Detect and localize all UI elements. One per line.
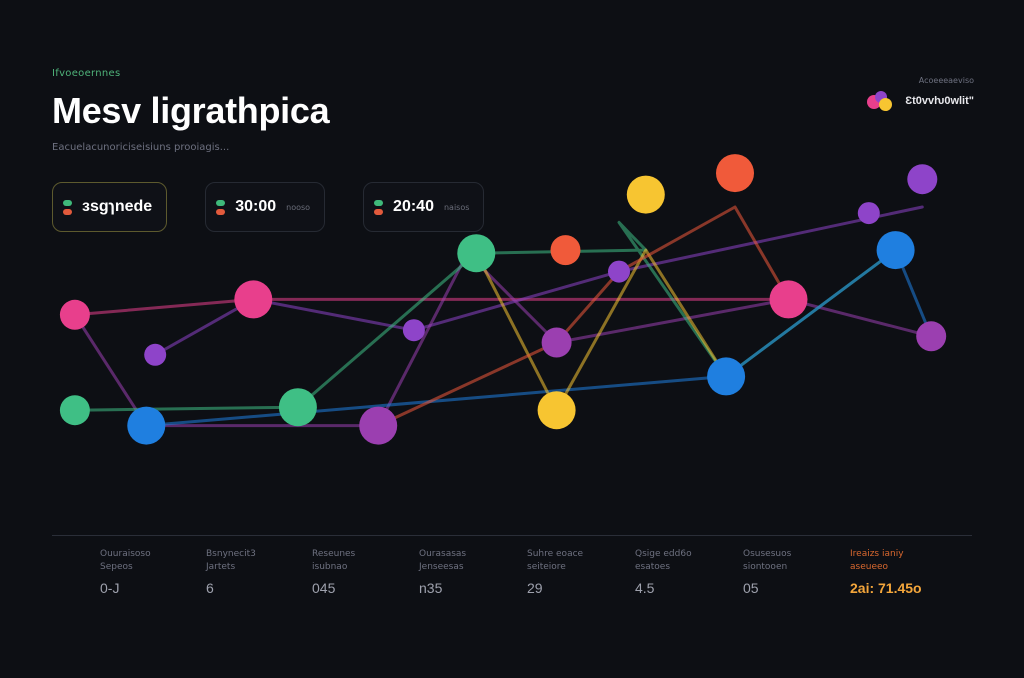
stat-label: Suhre eoace seiteiore (527, 549, 584, 572)
data-point-17[interactable] (857, 202, 880, 225)
page-subtitle: Eacuelacunoriciseisiuns prooiagis... (52, 142, 230, 153)
stat-value: 4.5 (635, 580, 655, 596)
series-line-4 (144, 248, 933, 428)
data-point-19[interactable] (907, 164, 938, 195)
chip-value: 30:00 (235, 198, 277, 215)
chip-status-icon (63, 199, 72, 215)
stat-label: Ouuraisoso Sepeos (100, 549, 151, 572)
stat-value: 29 (527, 580, 543, 596)
stat-value: n35 (419, 580, 443, 596)
stat-value: 2ai: 71.45o (850, 580, 922, 596)
stat-label: Osusesuos siontooen (743, 549, 792, 572)
stat-label: Ourasasas Jenseesas (419, 549, 467, 572)
stat-item: Suhre eoace seiteiore 29 (527, 548, 627, 596)
data-point-7[interactable] (402, 319, 425, 342)
chip-value: ɜsgɿnede (82, 198, 153, 215)
series-line-2 (73, 251, 933, 428)
chip-1[interactable]: 30:00 nooso (205, 182, 326, 232)
data-point-6[interactable] (359, 406, 398, 445)
legend-label: Ɛt0vvƕ0wlit" (905, 95, 974, 107)
stat-item-highlight: Ireaizs ianiy aseueeo 2ai: 71.45o (850, 548, 950, 596)
stat-item: Reseunes isubnao 045 (312, 548, 412, 596)
data-point-8[interactable] (457, 234, 496, 273)
stat-item: Ouuraisoso Sepeos 0-J (100, 548, 200, 596)
data-point-9[interactable] (537, 391, 576, 430)
chip-value: 20:40 (393, 198, 434, 215)
legend: Acoeeeaeviso Ɛt0vvƕ0wlit" (867, 76, 974, 113)
data-point-18[interactable] (876, 231, 915, 270)
stat-label: Ireaizs ianiy aseueeo (850, 549, 904, 572)
series-lines (73, 205, 933, 428)
chip-status-icon (216, 199, 226, 215)
stat-item: Qsige edd6o esatoes 4.5 (635, 548, 735, 596)
chip-2[interactable]: 20:40 naisos (363, 182, 485, 232)
page-title: Mesv ligrathpica (52, 90, 330, 131)
data-point-16[interactable] (769, 280, 808, 319)
series-line-5 (474, 248, 728, 412)
stat-value: 0-J (100, 580, 120, 596)
filter-chips: ɜsgɿnede 30:00 nooso 20:40 naisos (52, 182, 485, 232)
data-point-4[interactable] (234, 280, 273, 319)
series-line-1 (153, 205, 924, 357)
data-point-3[interactable] (127, 406, 166, 445)
data-point-5[interactable] (278, 388, 317, 427)
data-point-10[interactable] (541, 327, 572, 358)
divider (52, 535, 972, 536)
stat-label: Reseunes isubnao (312, 549, 356, 572)
stat-value: 05 (743, 580, 759, 596)
stat-value: 045 (312, 580, 336, 596)
data-point-2[interactable] (59, 395, 90, 426)
data-point-14[interactable] (707, 357, 746, 396)
data-point-20[interactable] (916, 321, 947, 352)
chip-note: nooso (286, 202, 311, 212)
legend-caption: Acoeeeaeviso (918, 76, 974, 85)
chip-0[interactable]: ɜsgɿnede (52, 182, 168, 232)
stat-label: Qsige edd6o esatoes (635, 549, 692, 572)
chip-note: naisos (443, 202, 470, 212)
chip-status-icon (374, 199, 384, 215)
stat-item: Bsnynecit3 Jartets 6 (206, 548, 306, 596)
data-point-1[interactable] (144, 343, 167, 366)
eyebrow-label: Ifvoeoernnes (52, 68, 121, 79)
stat-item: Ourasasas Jenseesas n35 (419, 548, 519, 596)
stat-label: Bsnynecit3 Jartets (206, 549, 256, 572)
data-markers (59, 154, 947, 445)
data-point-12[interactable] (608, 260, 630, 283)
data-point-15[interactable] (716, 154, 754, 193)
data-point-0[interactable] (59, 299, 90, 330)
legend-swatch-icon (867, 89, 897, 113)
stat-item: Osusesuos siontooen 05 (743, 548, 843, 596)
data-point-13[interactable] (626, 175, 665, 214)
stat-value: 6 (206, 580, 214, 596)
data-point-11[interactable] (550, 235, 581, 266)
